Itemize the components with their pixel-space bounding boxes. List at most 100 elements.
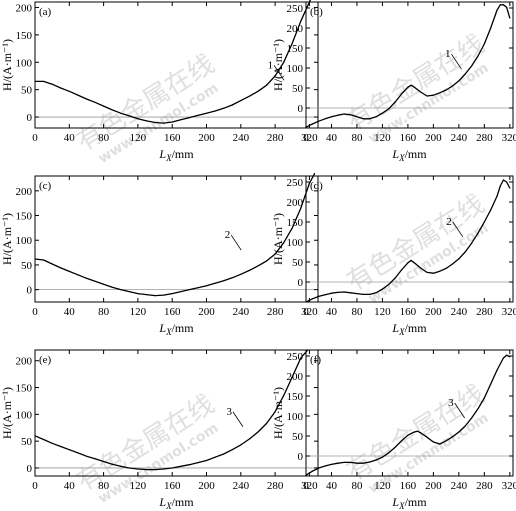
x-tick-label: 40 xyxy=(326,306,338,318)
y-tick-label: 100 xyxy=(16,235,33,247)
y-tick-label: 50 xyxy=(292,83,304,95)
chart-panel-3: 0 40 80 120 160 200 240 280 3200501001502002(c)L… xyxy=(0,172,319,337)
data-point xyxy=(458,431,460,433)
data-point xyxy=(94,458,96,460)
x-tick-label: 280 xyxy=(267,132,284,144)
data-point xyxy=(111,286,113,288)
panel-label: (b) xyxy=(310,6,323,18)
y-axis-title: H/(A·m⁻¹) xyxy=(0,39,14,91)
x-tick-label: 0 xyxy=(32,480,38,492)
data-point xyxy=(509,356,511,358)
x-tick-label: 0 xyxy=(303,132,309,144)
y-tick-label: 150 xyxy=(16,383,33,395)
data-point xyxy=(369,293,371,295)
data-point xyxy=(300,357,302,359)
data-point xyxy=(308,182,311,185)
x-tick-label: 120 xyxy=(130,132,147,144)
data-point xyxy=(490,209,492,211)
data-point xyxy=(145,293,148,296)
data-point xyxy=(318,295,320,297)
data-point xyxy=(490,383,492,385)
data-point xyxy=(197,461,199,464)
data-point xyxy=(439,92,441,94)
data-point xyxy=(375,116,377,118)
curve-label-leader xyxy=(451,53,462,70)
data-point xyxy=(291,42,293,44)
data-point xyxy=(34,435,36,437)
data-point xyxy=(496,369,498,371)
data-point xyxy=(388,108,390,110)
y-tick-label: 100 xyxy=(287,411,304,423)
data-point xyxy=(240,273,242,275)
data-point xyxy=(188,289,190,291)
data-point xyxy=(154,121,156,124)
data-point xyxy=(458,80,460,82)
data-point xyxy=(257,265,259,267)
y-tick-label: 150 xyxy=(287,43,304,55)
x-tick-label: 240 xyxy=(233,480,250,492)
y-tick-label: 250 xyxy=(287,351,304,363)
series-line xyxy=(35,0,312,124)
data-point xyxy=(300,20,302,22)
data-point xyxy=(420,432,422,434)
data-point xyxy=(464,73,466,75)
x-tick-label: 0 xyxy=(303,306,309,318)
data-point xyxy=(445,440,447,442)
data-point xyxy=(305,126,307,128)
data-point xyxy=(171,121,173,123)
data-point xyxy=(381,112,384,114)
chart-panel-1: 0 40 80 120 160 200 240 280 3200501001502001(a)L… xyxy=(0,0,319,163)
data-point xyxy=(240,444,242,446)
curve-label-leader xyxy=(232,411,244,427)
data-point xyxy=(85,455,88,457)
data-point xyxy=(188,464,190,466)
data-point xyxy=(388,283,390,285)
data-point xyxy=(400,440,403,442)
y-tick-label: 50 xyxy=(21,436,33,448)
y-axis-title: H/(A·m⁻¹) xyxy=(0,213,14,265)
x-tick-label: 320 xyxy=(502,480,516,492)
data-point xyxy=(413,431,415,433)
data-point xyxy=(337,114,339,116)
data-point xyxy=(120,289,122,291)
data-point xyxy=(77,452,79,454)
x-tick-label: 80 xyxy=(351,480,363,492)
panel-label: (a) xyxy=(39,6,52,18)
data-point xyxy=(416,430,419,432)
y-tick-label: 150 xyxy=(16,30,33,42)
data-point xyxy=(343,113,345,115)
curve-label: 2 xyxy=(446,216,452,228)
data-point xyxy=(356,462,358,464)
y-axis-title: H/(A·m⁻¹) xyxy=(271,213,285,265)
x-tick-label: 280 xyxy=(267,480,284,492)
data-point xyxy=(330,463,333,465)
data-point xyxy=(413,262,415,264)
data-point xyxy=(356,293,358,295)
data-point xyxy=(369,118,371,120)
data-point xyxy=(68,90,70,92)
x-tick-label: 240 xyxy=(233,306,250,318)
data-point xyxy=(439,270,441,272)
x-tick-label: 40 xyxy=(326,132,338,144)
data-point xyxy=(85,98,88,100)
data-point xyxy=(413,86,415,88)
data-point xyxy=(145,120,148,122)
data-point xyxy=(265,260,268,262)
x-tick-label: 240 xyxy=(451,480,468,492)
series-line xyxy=(34,173,316,297)
data-point xyxy=(85,277,88,279)
y-tick-label: 150 xyxy=(287,391,304,403)
data-point xyxy=(502,179,505,181)
x-tick-label: 80 xyxy=(98,132,110,144)
data-point xyxy=(490,27,492,29)
data-point xyxy=(120,465,122,467)
data-point xyxy=(111,109,113,111)
panel-label: (e) xyxy=(39,354,52,366)
data-point xyxy=(34,258,36,260)
data-point xyxy=(291,227,293,229)
series-line xyxy=(305,4,511,128)
data-point xyxy=(407,434,409,436)
data-point xyxy=(407,262,409,264)
